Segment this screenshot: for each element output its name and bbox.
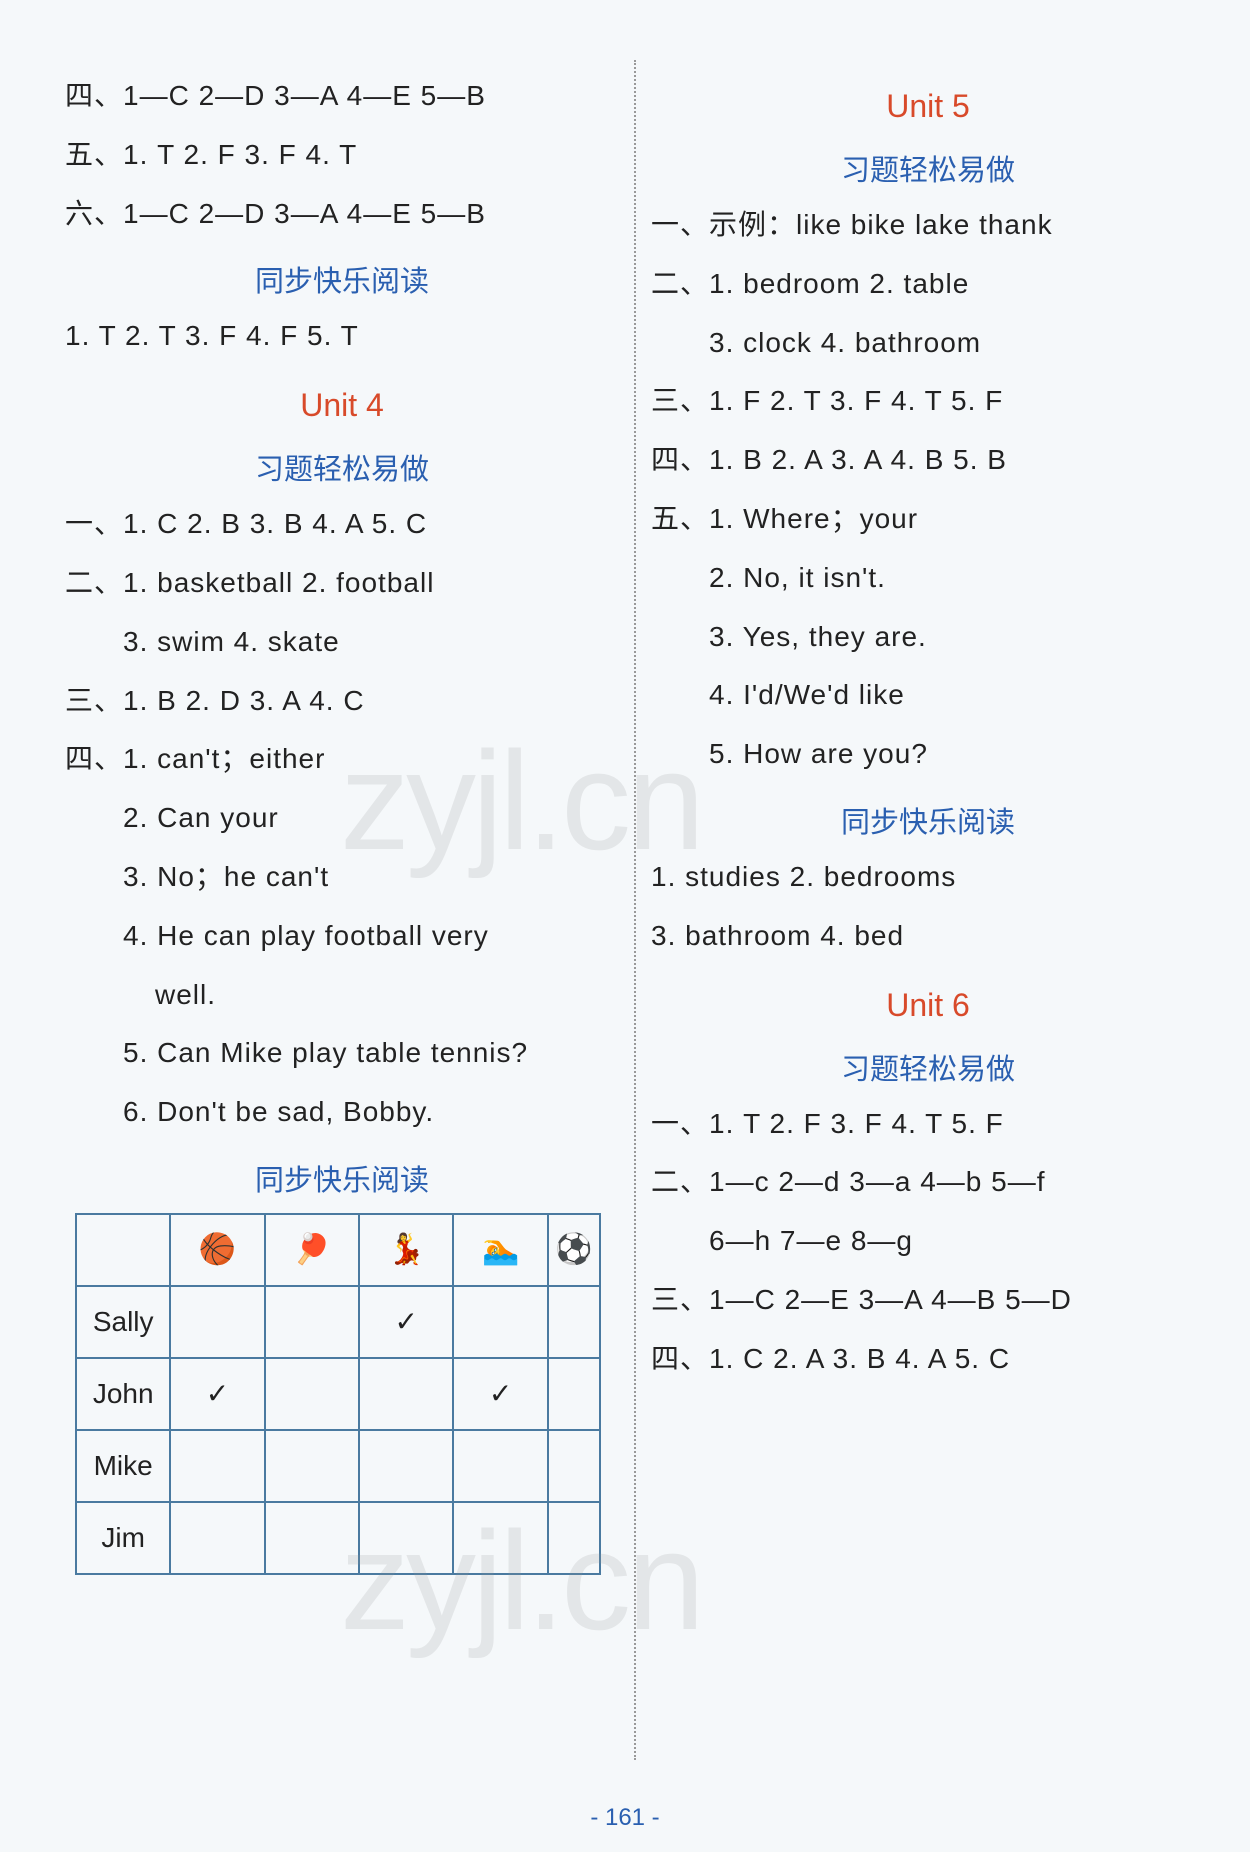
answer-line: 五、1. Where；your [651, 497, 1205, 542]
answer-line: 3. clock 4. bathroom [651, 321, 1205, 366]
answer-line: 4. He can play football very [65, 914, 619, 959]
page-number: - 161 - [0, 1804, 1250, 1832]
unit-heading: Unit 6 [651, 987, 1205, 1024]
table-cell [170, 1430, 264, 1502]
row-label: Sally [76, 1286, 170, 1358]
table-header-row: 🏀 🏓 💃 🏊 ⚽ [76, 1214, 600, 1286]
answer-line: 4. I'd/We'd like [651, 673, 1205, 718]
answer-line: 一、1. T 2. F 3. F 4. T 5. F [651, 1102, 1205, 1147]
table-row: Jim [76, 1502, 600, 1574]
answer-line: 二、1—c 2—d 3—a 4—b 5—f [651, 1160, 1205, 1205]
table-cell [359, 1430, 453, 1502]
table-cell [265, 1502, 359, 1574]
table-header-empty [76, 1214, 170, 1286]
table-cell [548, 1502, 601, 1574]
table-cell [453, 1286, 547, 1358]
table-cell [265, 1430, 359, 1502]
section-heading: 同步快乐阅读 [65, 258, 619, 300]
table-cell [548, 1358, 601, 1430]
row-label: Mike [76, 1430, 170, 1502]
answer-line: 6—h 7—e 8—g [651, 1219, 1205, 1264]
answer-line: 四、1. B 2. A 3. A 4. B 5. B [651, 438, 1205, 483]
unit-heading: Unit 4 [65, 387, 619, 424]
section-heading: 习题轻松易做 [65, 446, 619, 488]
answer-line: 3. Yes, they are. [651, 615, 1205, 660]
answer-line: 二、1. basketball 2. football [65, 561, 619, 606]
activity-table: 🏀 🏓 💃 🏊 ⚽ Sally ✓ John ✓ ✓ [75, 1213, 601, 1575]
table-row: Mike [76, 1430, 600, 1502]
section-heading: 习题轻松易做 [651, 1046, 1205, 1088]
answer-line: 2. No, it isn't. [651, 556, 1205, 601]
answer-line: 二、1. bedroom 2. table [651, 262, 1205, 307]
answer-line: 1. T 2. T 3. F 4. F 5. T [65, 314, 619, 359]
answer-line: 3. No；he can't [65, 855, 619, 900]
table-cell [170, 1502, 264, 1574]
answer-line: 一、示例：like bike lake thank [651, 203, 1205, 248]
row-label: Jim [76, 1502, 170, 1574]
table-cell [548, 1286, 601, 1358]
answer-line: well. [65, 973, 619, 1018]
basketball-icon: 🏀 [170, 1214, 264, 1286]
table-cell [453, 1430, 547, 1502]
unit-heading: Unit 5 [651, 88, 1205, 125]
left-column: 四、1—C 2—D 3—A 4—E 5—B 五、1. T 2. F 3. F 4… [50, 60, 636, 1760]
table-cell [359, 1502, 453, 1574]
answer-line: 六、1—C 2—D 3—A 4—E 5—B [65, 192, 619, 237]
answer-line: 五、1. T 2. F 3. F 4. T [65, 133, 619, 178]
table-cell [453, 1502, 547, 1574]
answer-line: 2. Can your [65, 796, 619, 841]
answer-line: 3. swim 4. skate [65, 620, 619, 665]
section-heading: 习题轻松易做 [651, 147, 1205, 189]
answer-line: 1. studies 2. bedrooms [651, 855, 1205, 900]
answer-line: 5. Can Mike play table tennis? [65, 1031, 619, 1076]
answer-line: 三、1. B 2. D 3. A 4. C [65, 679, 619, 724]
table-cell [548, 1430, 601, 1502]
table-cell [359, 1358, 453, 1430]
right-column: Unit 5 习题轻松易做 一、示例：like bike lake thank … [636, 60, 1220, 1760]
section-heading: 同步快乐阅读 [65, 1157, 619, 1199]
answer-line: 3. bathroom 4. bed [651, 914, 1205, 959]
table-cell [265, 1358, 359, 1430]
answer-line: 5. How are you? [651, 732, 1205, 777]
answer-line: 四、1—C 2—D 3—A 4—E 5—B [65, 74, 619, 119]
answer-line: 6. Don't be sad, Bobby. [65, 1090, 619, 1135]
answer-line: 三、1. F 2. T 3. F 4. T 5. F [651, 379, 1205, 424]
section-heading: 同步快乐阅读 [651, 799, 1205, 841]
swim-icon: 🏊 [453, 1214, 547, 1286]
answer-line: 四、1. C 2. A 3. B 4. A 5. C [651, 1337, 1205, 1382]
table-cell [170, 1286, 264, 1358]
answer-line: 四、1. can't；either [65, 737, 619, 782]
answer-line: 三、1—C 2—E 3—A 4—B 5—D [651, 1278, 1205, 1323]
table-row: Sally ✓ [76, 1286, 600, 1358]
table-cell [265, 1286, 359, 1358]
table-row: John ✓ ✓ [76, 1358, 600, 1430]
dance-icon: 💃 [359, 1214, 453, 1286]
answer-line: 一、1. C 2. B 3. B 4. A 5. C [65, 502, 619, 547]
table-cell: ✓ [359, 1286, 453, 1358]
row-label: John [76, 1358, 170, 1430]
pingpong-icon: 🏓 [265, 1214, 359, 1286]
table-cell: ✓ [453, 1358, 547, 1430]
table-cell: ✓ [170, 1358, 264, 1430]
football-icon: ⚽ [548, 1214, 601, 1286]
